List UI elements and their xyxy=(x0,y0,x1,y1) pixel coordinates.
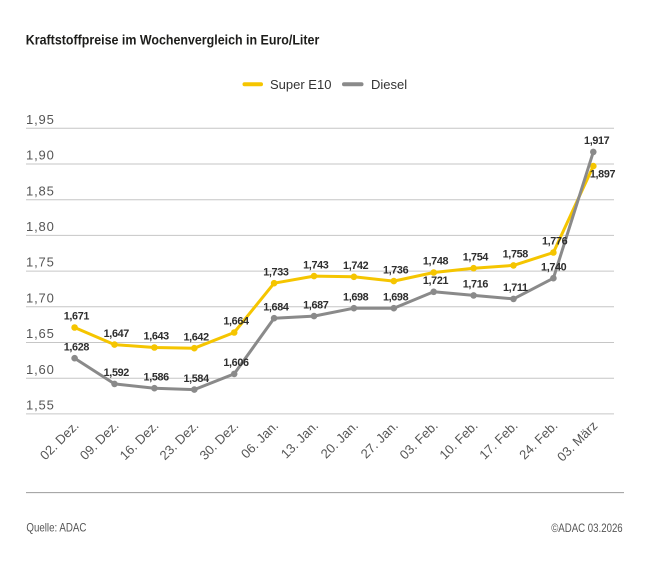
svg-text:1,754: 1,754 xyxy=(463,251,489,263)
svg-text:1,80: 1,80 xyxy=(26,219,55,234)
svg-text:1,75: 1,75 xyxy=(26,255,55,270)
svg-text:1,743: 1,743 xyxy=(303,259,329,271)
svg-text:Super E10: Super E10 xyxy=(270,77,331,92)
svg-text:1,647: 1,647 xyxy=(104,328,130,340)
svg-text:1,711: 1,711 xyxy=(503,282,528,294)
svg-text:1,606: 1,606 xyxy=(223,357,249,369)
svg-text:1,664: 1,664 xyxy=(223,316,249,328)
svg-text:1,628: 1,628 xyxy=(64,341,90,353)
svg-text:1,698: 1,698 xyxy=(343,291,369,303)
svg-text:1,716: 1,716 xyxy=(463,279,489,291)
svg-text:1,55: 1,55 xyxy=(26,398,55,413)
svg-text:1,584: 1,584 xyxy=(183,373,209,385)
svg-text:1,642: 1,642 xyxy=(183,331,209,343)
svg-text:1,687: 1,687 xyxy=(303,299,329,311)
svg-text:1,776: 1,776 xyxy=(542,236,568,248)
svg-text:©ADAC 03.2026: ©ADAC 03.2026 xyxy=(551,521,623,535)
svg-text:1,643: 1,643 xyxy=(144,331,170,343)
svg-text:1,748: 1,748 xyxy=(423,256,449,268)
svg-text:1,684: 1,684 xyxy=(263,301,289,313)
svg-text:1,85: 1,85 xyxy=(26,183,55,198)
svg-text:Kraftstoffpreise im Wochenverg: Kraftstoffpreise im Wochenvergleich in E… xyxy=(26,33,320,48)
svg-text:1,586: 1,586 xyxy=(144,371,170,383)
svg-text:1,740: 1,740 xyxy=(541,261,567,273)
svg-text:Diesel: Diesel xyxy=(371,77,407,92)
svg-text:1,736: 1,736 xyxy=(383,264,409,276)
svg-text:1,95: 1,95 xyxy=(26,112,55,127)
svg-text:Quelle: ADAC: Quelle: ADAC xyxy=(26,520,86,534)
svg-text:1,721: 1,721 xyxy=(423,275,449,287)
svg-text:1,592: 1,592 xyxy=(104,367,130,379)
svg-text:1,90: 1,90 xyxy=(26,148,55,163)
svg-text:1,917: 1,917 xyxy=(584,135,610,147)
svg-text:1,742: 1,742 xyxy=(343,260,369,272)
svg-text:1,897: 1,897 xyxy=(590,168,616,180)
svg-text:1,758: 1,758 xyxy=(503,249,529,261)
svg-text:1,698: 1,698 xyxy=(383,291,409,303)
svg-text:1,60: 1,60 xyxy=(26,362,55,377)
svg-text:1,733: 1,733 xyxy=(263,266,289,278)
svg-text:1,65: 1,65 xyxy=(26,326,55,341)
svg-text:1,70: 1,70 xyxy=(26,290,55,305)
svg-text:1,671: 1,671 xyxy=(64,311,90,323)
